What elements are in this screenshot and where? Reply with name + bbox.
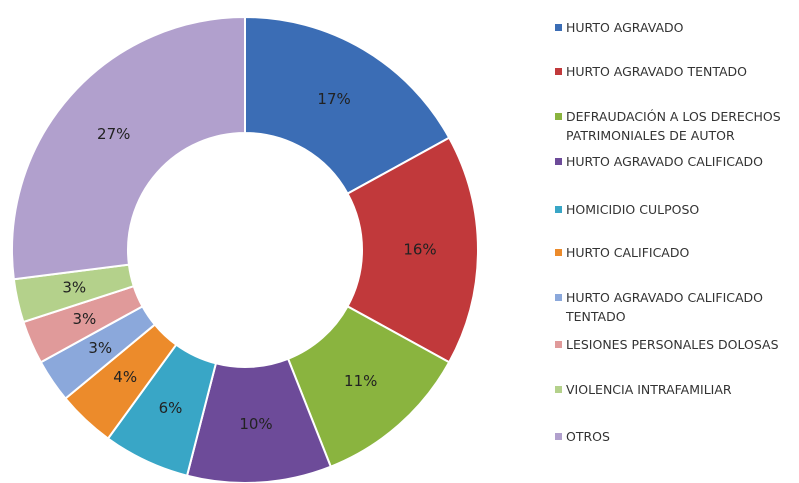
legend-label: HURTO AGRAVADO bbox=[566, 20, 684, 35]
legend-label: OTROS bbox=[566, 429, 610, 444]
legend-item: OTROS bbox=[555, 427, 610, 446]
legend-item: HURTO AGRAVADO CALIFICADO TENTADO bbox=[555, 288, 763, 326]
legend-label: HURTO AGRAVADO CALIFICADO bbox=[566, 154, 764, 169]
legend-item: VIOLENCIA INTRAFAMILIAR bbox=[555, 380, 732, 399]
legend-swatch bbox=[555, 294, 562, 301]
legend-item: HURTO AGRAVADO CALIFICADO bbox=[555, 152, 763, 171]
legend-label: VIOLENCIA INTRAFAMILIAR bbox=[566, 382, 732, 397]
data-label: 6% bbox=[159, 399, 183, 417]
legend-swatch bbox=[555, 206, 562, 213]
legend-label: HOMICIDIO CULPOSO bbox=[566, 202, 700, 217]
data-label: 17% bbox=[317, 90, 350, 108]
data-label: 11% bbox=[344, 372, 377, 390]
donut-slice bbox=[11, 15, 246, 281]
legend-item: HURTO CALIFICADO bbox=[555, 243, 689, 262]
legend-label: HURTO CALIFICADO bbox=[566, 245, 690, 260]
data-label: 16% bbox=[403, 241, 436, 259]
data-label: 4% bbox=[113, 368, 137, 386]
legend-swatch bbox=[555, 433, 562, 440]
legend-swatch bbox=[555, 341, 562, 348]
legend-swatch bbox=[555, 249, 562, 256]
data-label: 27% bbox=[97, 125, 130, 143]
legend-item: HURTO AGRAVADO bbox=[555, 18, 684, 37]
data-label: 3% bbox=[62, 279, 86, 297]
legend-label: LESIONES PERSONALES DOLOSAS bbox=[566, 337, 779, 352]
legend-item: HOMICIDIO CULPOSO bbox=[555, 200, 699, 219]
legend-item: HURTO AGRAVADO TENTADO bbox=[555, 62, 747, 81]
legend-swatch bbox=[555, 68, 562, 75]
legend-swatch bbox=[555, 386, 562, 393]
legend-label: DEFRAUDACIÓN A LOS DERECHOS PATRIMONIALE… bbox=[566, 109, 781, 143]
donut-slice bbox=[346, 136, 479, 364]
legend-label: HURTO AGRAVADO TENTADO bbox=[566, 64, 748, 79]
legend-swatch bbox=[555, 24, 562, 31]
legend-label: HURTO AGRAVADO CALIFICADO TENTADO bbox=[566, 290, 764, 324]
data-label: 3% bbox=[88, 339, 112, 357]
legend-item: DEFRAUDACIÓN A LOS DERECHOS PATRIMONIALE… bbox=[555, 107, 781, 145]
legend-item: LESIONES PERSONALES DOLOSAS bbox=[555, 335, 779, 354]
data-label: 3% bbox=[72, 310, 96, 328]
donut-slice bbox=[244, 15, 451, 195]
data-label: 10% bbox=[239, 415, 272, 433]
legend-swatch bbox=[555, 158, 562, 165]
legend-swatch bbox=[555, 113, 562, 120]
